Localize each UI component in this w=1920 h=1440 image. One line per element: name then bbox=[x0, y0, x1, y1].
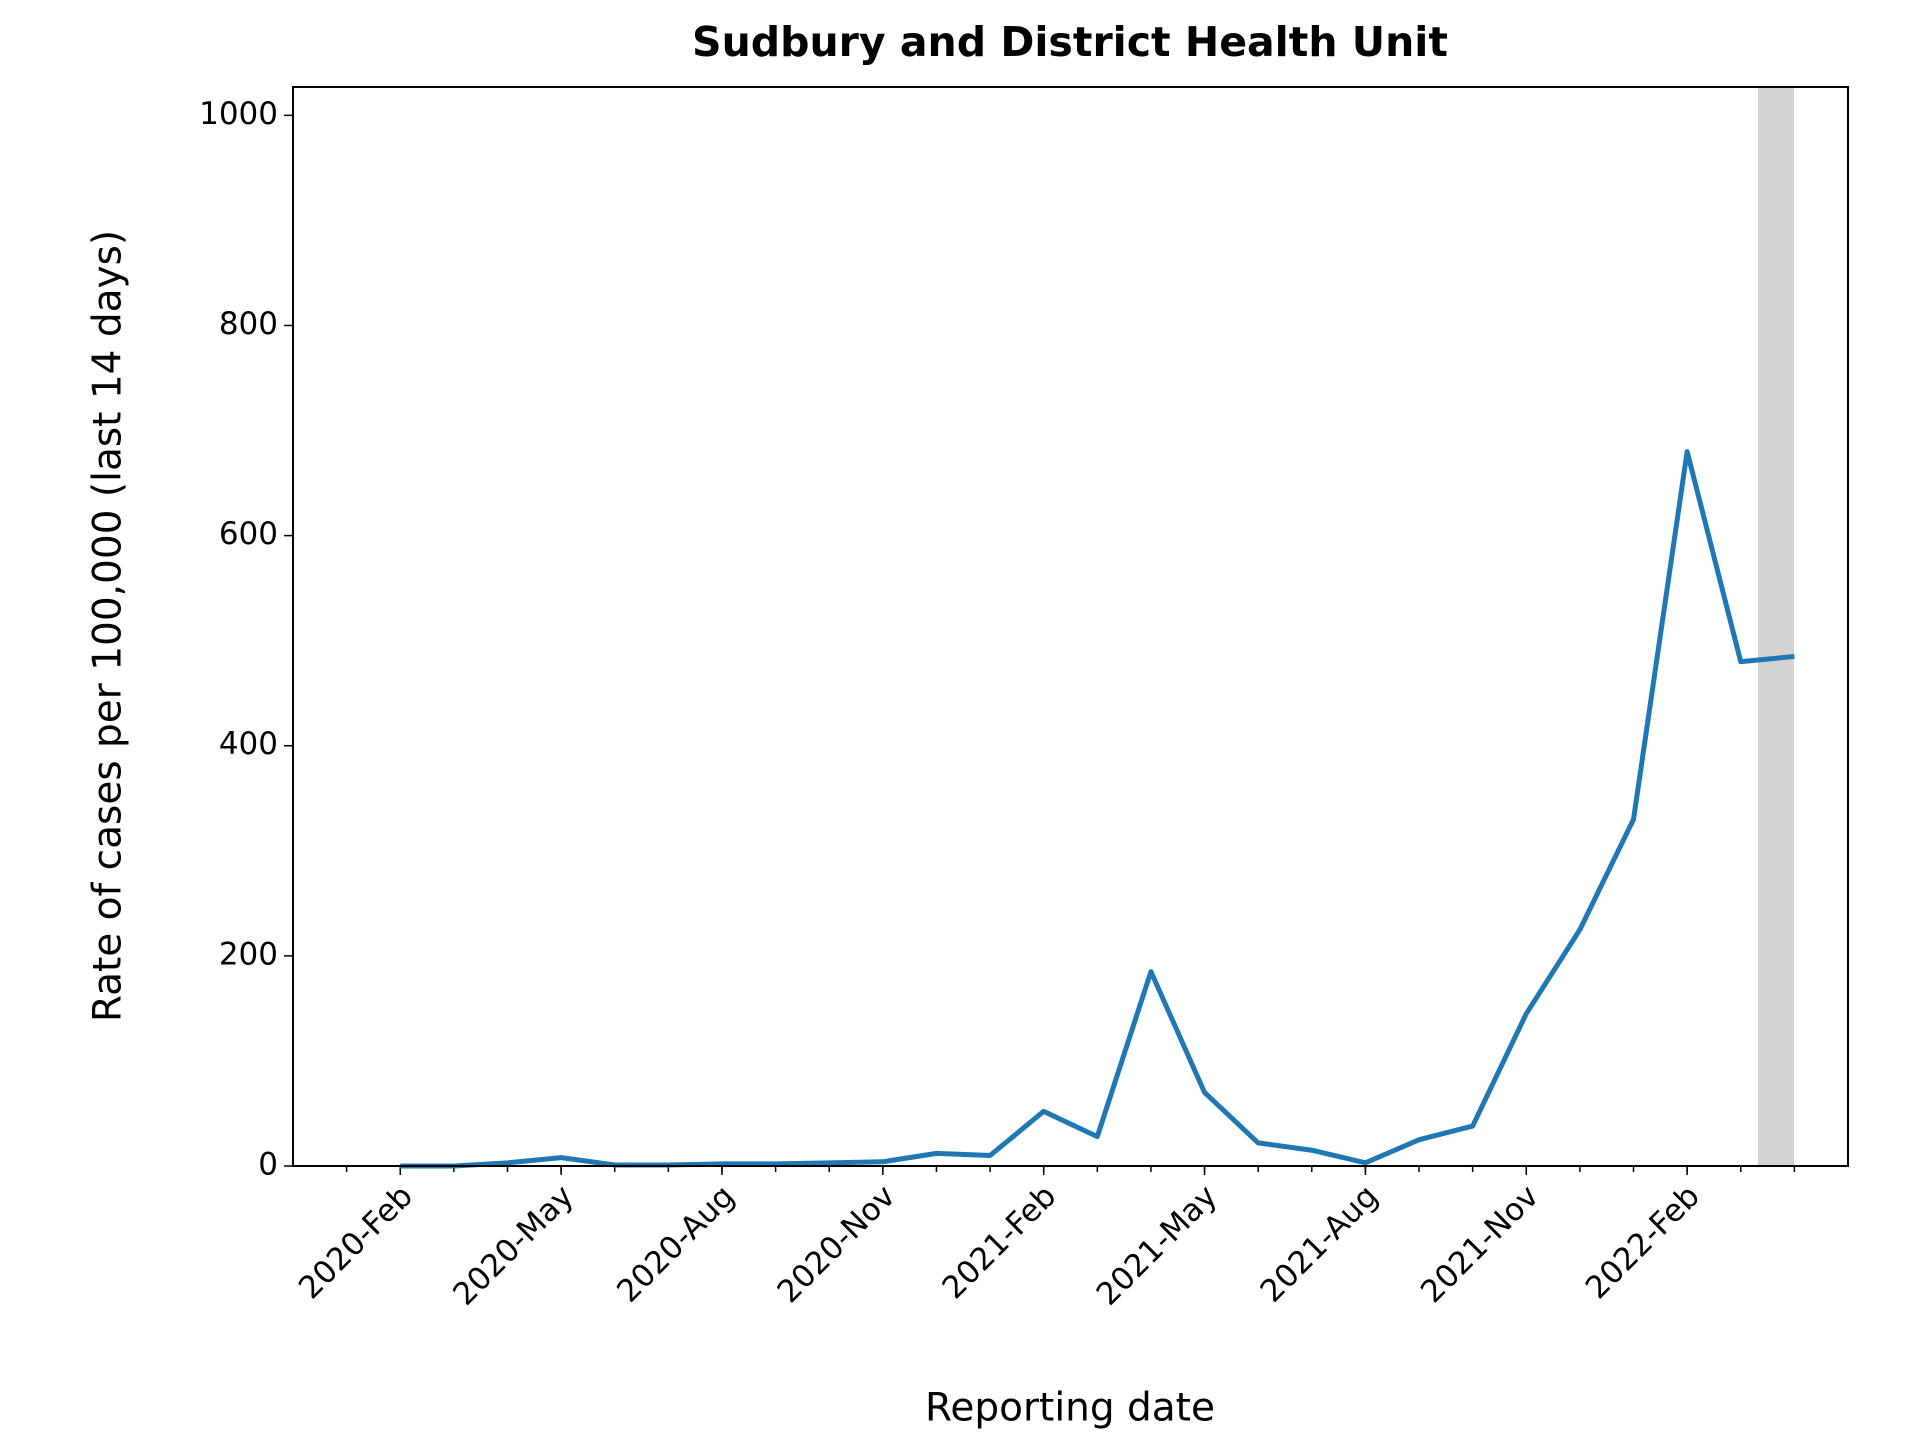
x-axis-label: Reporting date bbox=[925, 1386, 1215, 1431]
y-tick-label: 1000 bbox=[199, 96, 278, 132]
chart-title: Sudbury and District Health Unit bbox=[692, 18, 1448, 66]
y-tick-label: 200 bbox=[219, 936, 278, 972]
y-tick-label: 400 bbox=[219, 726, 278, 762]
x-tick-label: 2021-Nov bbox=[1414, 1178, 1546, 1310]
x-tick-label: 2020-Nov bbox=[771, 1178, 903, 1310]
x-tick-label: 2021-Feb bbox=[935, 1178, 1063, 1306]
x-tick-label: 2020-Aug bbox=[610, 1178, 741, 1309]
x-tick-label: 2022-Feb bbox=[1579, 1178, 1707, 1306]
x-tick-label: 2020-Feb bbox=[292, 1178, 420, 1306]
y-tick-label: 600 bbox=[219, 516, 278, 552]
shaded-region bbox=[1758, 87, 1794, 1166]
y-tick-label: 0 bbox=[258, 1147, 278, 1183]
line bbox=[400, 449, 1795, 1169]
y-tick-label: 800 bbox=[219, 306, 278, 342]
y-axis-label: Rate of cases per 100,000 (last 14 days) bbox=[86, 230, 131, 1022]
x-tick-label: 2021-Aug bbox=[1254, 1178, 1385, 1309]
x-tick-label: 2020-May bbox=[446, 1178, 580, 1312]
plot-frame bbox=[292, 86, 1849, 1167]
x-tick-label: 2021-May bbox=[1090, 1178, 1224, 1312]
